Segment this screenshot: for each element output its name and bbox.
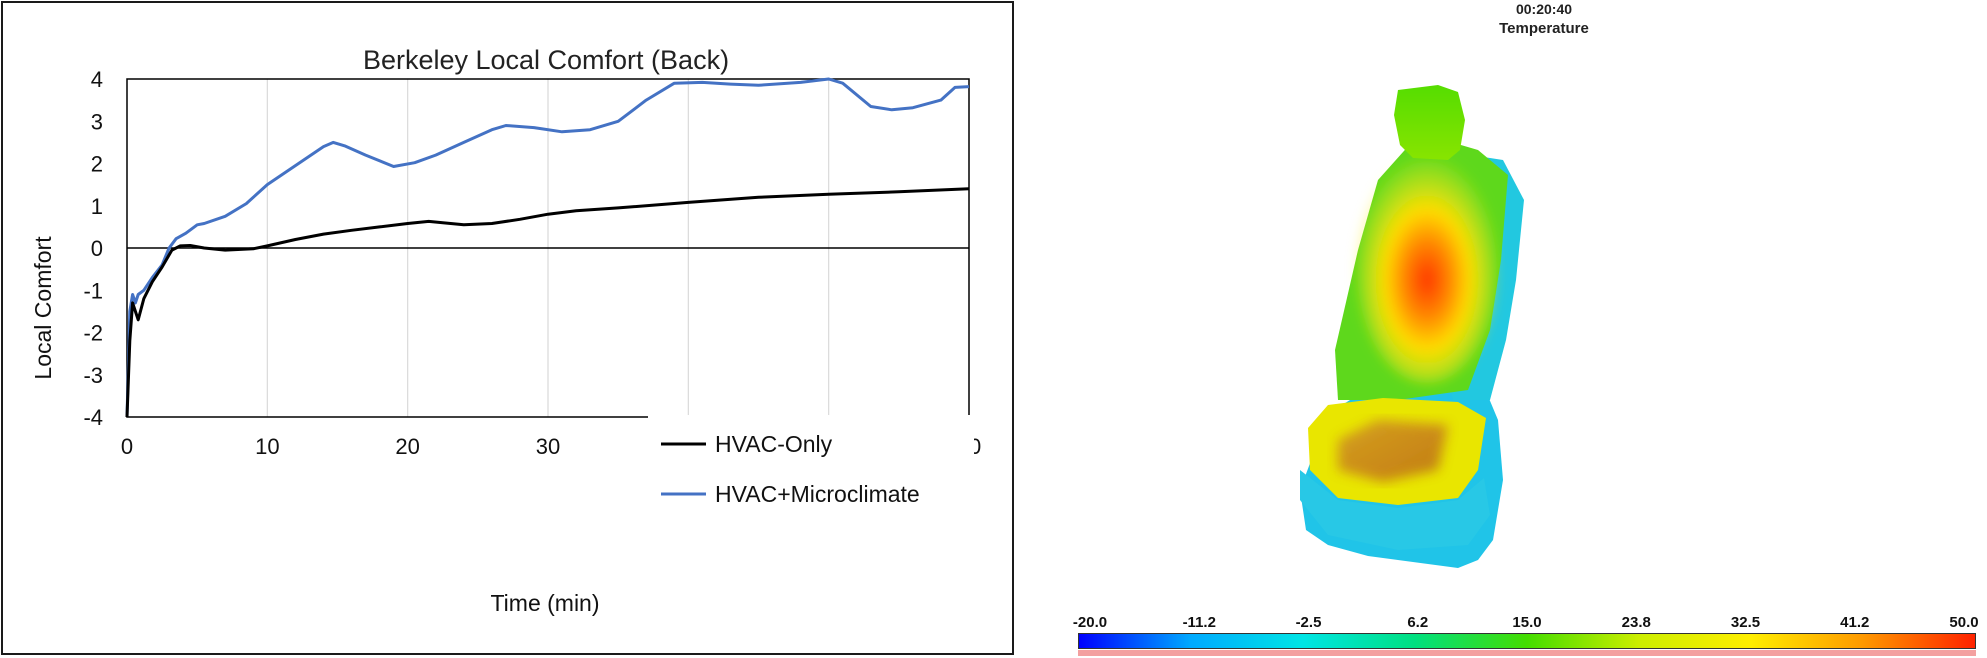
seat-cushion-hot-zone (1338, 420, 1448, 482)
temperature-colorbar (1078, 633, 1976, 649)
legend-label-hvac-microclimate: HVAC+Microclimate (715, 481, 920, 507)
colorbar-tick-label: 15.0 (1512, 614, 1542, 631)
seat-front-edge (1300, 470, 1490, 550)
x-tick-label: 20 (395, 434, 419, 459)
x-tick-label: 10 (255, 434, 279, 459)
y-tick-label: 4 (91, 67, 103, 92)
y-axis-title: Local Comfort (30, 236, 56, 380)
series-layer (125, 77, 970, 418)
car-seat-model (1300, 85, 1524, 568)
colorbar-underline (1078, 650, 1976, 656)
y-tick-label: 2 (91, 152, 103, 177)
seat-temperature-image (1300, 85, 1524, 568)
simulation-time-label: 00:20:40 (1515, 1, 1573, 17)
colorbar-tick-label: 6.2 (1407, 614, 1429, 631)
simulation-variable-label: Temperature (1499, 20, 1589, 37)
series-line-hvac-only (125, 187, 970, 418)
y-tick-label: -4 (83, 405, 103, 430)
legend-box (648, 415, 974, 523)
y-tick-label: 0 (91, 236, 103, 261)
y-tick-label: -3 (83, 363, 103, 388)
chart-legend: HVAC-Only HVAC+Microclimate (648, 415, 974, 523)
comfort-line-chart: Berkeley Local Comfort (Back) 0102030405… (30, 45, 981, 616)
axis-layer (126, 78, 970, 418)
y-tick-label: -1 (83, 278, 103, 303)
colorbar-tick-label: -2.5 (1295, 614, 1322, 631)
seat-simulation-panel: 00:20:40 Temperature (1038, 0, 1987, 658)
x-tick-label: 0 (121, 434, 133, 459)
colorbar-tick-label: 32.5 (1730, 614, 1761, 631)
x-tick-label: 30 (536, 434, 560, 459)
series-line-hvac-microclimate (125, 77, 970, 418)
colorbar-tick-label: 41.2 (1840, 614, 1870, 631)
chart-title: Berkeley Local Comfort (Back) (363, 45, 729, 75)
seat-headrest (1394, 85, 1465, 160)
colorbar-tick-label: -11.2 (1182, 614, 1216, 631)
colorbar-tick-label: 50.0 (1949, 614, 1979, 631)
backrest-hot-zone (1357, 153, 1497, 383)
y-tick-label: 1 (91, 194, 103, 219)
colorbar-tick-label: 23.8 (1621, 614, 1651, 631)
x-axis-title: Time (min) (490, 590, 599, 616)
y-tick-label: 3 (91, 109, 103, 134)
colorbar-tick-label: -20.0 (1072, 614, 1108, 631)
y-tick-label: -2 (83, 321, 103, 346)
comfort-chart-panel: Berkeley Local Comfort (Back) 0102030405… (1, 1, 1014, 655)
tick-label-layer: 010203040506043210-1-2-3-4 (83, 67, 981, 459)
legend-label-hvac-only: HVAC-Only (715, 431, 833, 457)
